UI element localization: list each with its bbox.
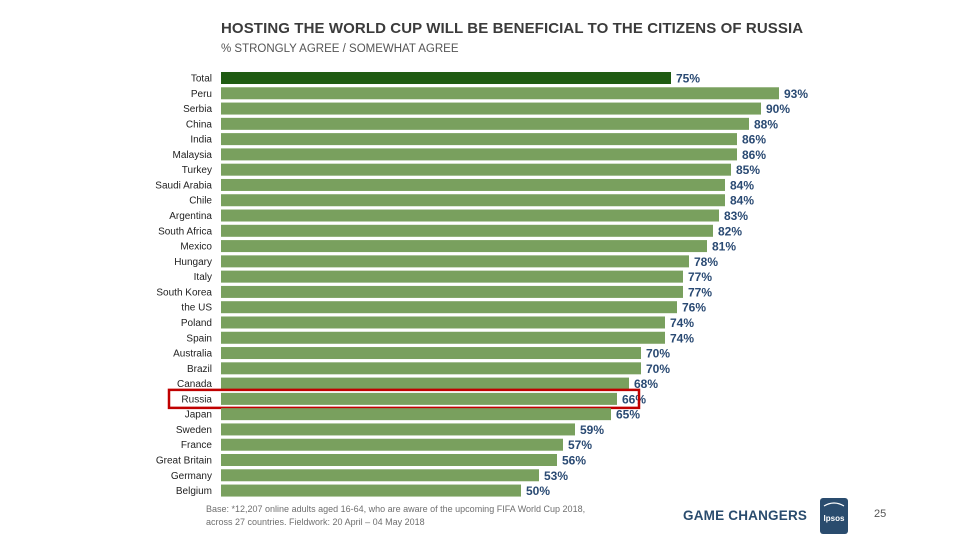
- value-label-total: 75%: [676, 72, 700, 86]
- bar-south-korea: [221, 285, 683, 298]
- ipsos-logo: Ipsos: [820, 498, 848, 534]
- value-label-the-us: 76%: [682, 301, 706, 315]
- value-label-india: 86%: [742, 133, 766, 147]
- value-label-mexico: 81%: [712, 240, 736, 254]
- value-label-spain: 74%: [670, 331, 694, 345]
- category-label-russia: Russia: [181, 394, 212, 405]
- category-label-chile: Chile: [189, 196, 212, 207]
- category-label-australia: Australia: [173, 349, 212, 360]
- bar-italy: [221, 270, 683, 283]
- value-label-malaysia: 86%: [742, 148, 766, 162]
- category-label-india: India: [190, 135, 212, 146]
- value-label-japan: 65%: [616, 408, 640, 422]
- bar-russia: [221, 392, 617, 405]
- value-label-canada: 68%: [634, 377, 658, 391]
- category-label-brazil: Brazil: [187, 364, 212, 375]
- bar-belgium: [221, 484, 521, 497]
- value-label-serbia: 90%: [766, 102, 790, 116]
- bar-canada: [221, 377, 629, 390]
- bar-germany: [221, 469, 539, 482]
- bar-argentina: [221, 209, 719, 222]
- value-label-australia: 70%: [646, 347, 670, 361]
- category-label-poland: Poland: [181, 318, 212, 329]
- bar-china: [221, 117, 749, 130]
- footnote: Base: *12,207 online adults aged 16-64, …: [206, 503, 626, 529]
- value-label-argentina: 83%: [724, 209, 748, 223]
- bar-mexico: [221, 240, 707, 253]
- value-label-russia: 66%: [622, 392, 646, 406]
- category-label-italy: Italy: [194, 272, 212, 283]
- category-label-sweden: Sweden: [176, 425, 212, 436]
- value-label-germany: 53%: [544, 469, 568, 483]
- category-label-malaysia: Malaysia: [173, 150, 213, 161]
- category-label-peru: Peru: [191, 89, 212, 100]
- value-label-chile: 84%: [730, 194, 754, 208]
- bar-australia: [221, 347, 641, 360]
- bar-india: [221, 133, 737, 146]
- chart-title: HOSTING THE WORLD CUP WILL BE BENEFICIAL…: [221, 20, 804, 37]
- category-label-saudi-arabia: Saudi Arabia: [155, 180, 212, 191]
- bar-malaysia: [221, 148, 737, 161]
- chart-subtitle: % STRONGLY AGREE / SOMEWHAT AGREE: [221, 43, 459, 55]
- bar-poland: [221, 316, 665, 329]
- category-label-france: France: [181, 440, 213, 451]
- category-label-japan: Japan: [185, 410, 212, 421]
- bar-sweden: [221, 423, 575, 436]
- value-label-south-korea: 77%: [688, 285, 712, 299]
- bar-saudi-arabia: [221, 178, 725, 191]
- value-label-great-britain: 56%: [562, 454, 586, 468]
- bar-the-us: [221, 301, 677, 314]
- category-label-china: China: [186, 119, 213, 130]
- category-label-argentina: Argentina: [169, 211, 212, 222]
- value-label-saudi-arabia: 84%: [730, 178, 754, 192]
- category-label-spain: Spain: [186, 333, 212, 344]
- category-label-mexico: Mexico: [180, 242, 212, 253]
- bar-great-britain: [221, 454, 557, 466]
- bar-chile: [221, 194, 725, 207]
- category-label-hungary: Hungary: [174, 257, 212, 268]
- bar-chart: Total 75% Peru 93% Serbia 90% China 88% India 86%…: [155, 72, 808, 499]
- category-label-the-us: the US: [181, 303, 212, 314]
- bar-south-africa: [221, 224, 713, 237]
- bar-total: [221, 72, 671, 84]
- footnote-line-1: Base: *12,207 online adults aged 16-64, …: [206, 504, 586, 514]
- value-label-belgium: 50%: [526, 484, 550, 498]
- value-label-brazil: 70%: [646, 362, 670, 376]
- category-label-germany: Germany: [171, 471, 212, 482]
- category-label-belgium: Belgium: [176, 486, 212, 497]
- logo-mark: [820, 498, 848, 534]
- bar-brazil: [221, 362, 641, 375]
- value-label-south-africa: 82%: [718, 224, 742, 238]
- bar-hungary: [221, 255, 689, 268]
- value-label-peru: 93%: [784, 87, 808, 101]
- bar-spain: [221, 331, 665, 344]
- value-label-sweden: 59%: [580, 423, 604, 437]
- bar-france: [221, 438, 563, 451]
- footnote-line-2: across 27 countries. Fieldwork: 20 April…: [206, 517, 425, 527]
- category-label-total: Total: [191, 74, 212, 85]
- value-label-turkey: 85%: [736, 163, 760, 177]
- logo-curve: [823, 502, 845, 507]
- value-label-poland: 74%: [670, 316, 694, 330]
- value-label-china: 88%: [754, 117, 778, 131]
- logo-text: Ipsos: [824, 514, 845, 523]
- bar-peru: [221, 87, 779, 100]
- category-label-turkey: Turkey: [182, 165, 212, 176]
- value-label-hungary: 78%: [694, 255, 718, 269]
- brand-tagline: GAME CHANGERS: [683, 508, 808, 523]
- value-label-italy: 77%: [688, 270, 712, 284]
- category-label-south-korea: South Korea: [156, 287, 212, 298]
- category-label-great-britain: Great Britain: [156, 456, 212, 467]
- bar-turkey: [221, 163, 731, 176]
- value-label-france: 57%: [568, 438, 592, 452]
- page-number: 25: [874, 508, 887, 520]
- category-label-canada: Canada: [177, 379, 212, 390]
- category-label-south-africa: South Africa: [158, 226, 212, 237]
- bar-japan: [221, 408, 611, 421]
- bar-serbia: [221, 102, 761, 115]
- category-label-serbia: Serbia: [183, 104, 212, 115]
- highlight-box-russia: [167, 388, 641, 410]
